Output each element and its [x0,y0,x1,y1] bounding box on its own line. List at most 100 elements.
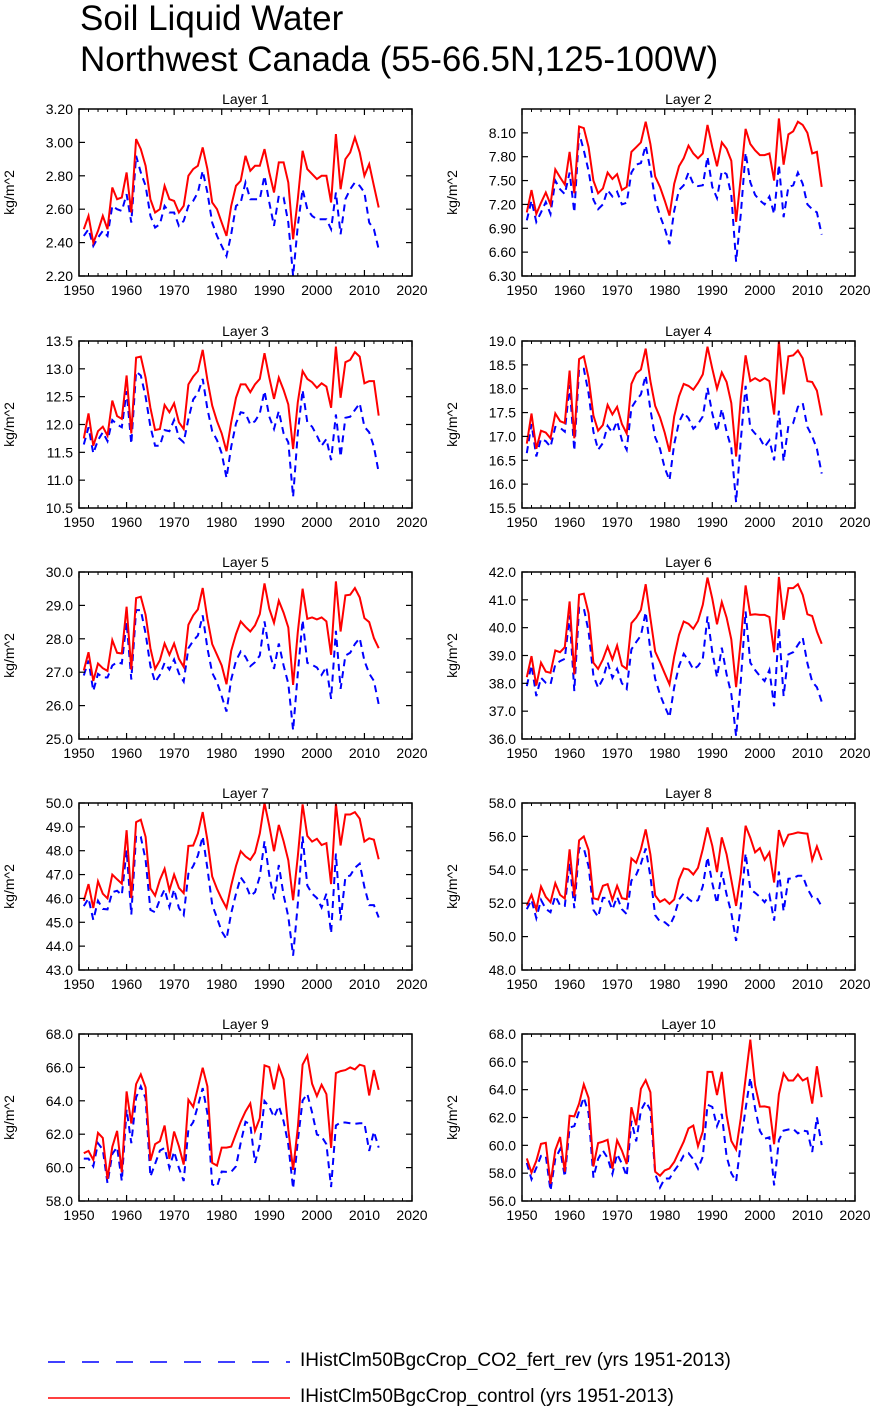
x-tick-label: 2020 [396,976,427,992]
x-tick-label: 2010 [792,282,823,298]
y-tick-label: 28.0 [46,631,73,647]
panel-title: Layer 1 [222,91,269,107]
series-line-co2 [525,132,823,262]
chart-title: Soil Liquid Water [80,0,344,38]
y-tick-label: 6.60 [489,244,516,260]
y-tick-label: 64.0 [489,1082,516,1098]
y-tick-label: 62.0 [489,1110,516,1126]
x-tick-label: 1950 [63,282,94,298]
x-tick-label: 1950 [63,976,94,992]
y-tick-label: 49.0 [46,819,73,835]
y-tick-label: 68.0 [489,1026,516,1042]
x-tick-label: 1970 [602,514,633,530]
y-tick-label: 47.0 [46,867,73,883]
x-tick-label: 1960 [554,745,585,761]
y-tick-label: 26.0 [46,698,73,714]
y-axis-label: kg/m^2 [444,402,460,447]
y-tick-label: 54.0 [489,862,516,878]
y-tick-label: 66.0 [489,1054,516,1070]
x-tick-label: 1990 [254,514,285,530]
y-tick-label: 3.20 [46,101,73,117]
x-tick-label: 1970 [159,745,190,761]
plot-frame [521,802,856,971]
y-tick-label: 58.0 [489,1165,516,1181]
y-tick-label: 48.0 [46,843,73,859]
layer-panel: Layer 5 kg/m^2 1950 1960 1970 1980 1990 2000 201… [1,554,428,761]
layer-panel: Layer 3 kg/m^2 1950 1960 1970 1980 1990 2000 201… [1,323,428,530]
plot-frame [521,108,856,277]
x-tick-label: 2000 [744,1207,775,1223]
x-tick-label: 2000 [301,1207,332,1223]
plot-frame [521,1033,856,1202]
y-tick-label: 56.0 [489,1193,516,1209]
chart-subtitle: Northwest Canada (55-66.5N,125-100W) [80,40,719,79]
x-tick-label: 1980 [649,976,680,992]
panel-title: Layer 5 [222,554,269,570]
x-tick-label: 1960 [111,745,142,761]
layer-panel: Layer 6 kg/m^2 1950 1960 1970 1980 1990 2000 201… [444,554,871,761]
series-line-control [525,576,823,688]
y-tick-label: 2.40 [46,235,73,251]
y-tick-label: 58.0 [489,795,516,811]
y-tick-label: 30.0 [46,564,73,580]
series-line-co2 [525,1077,823,1191]
y-tick-label: 48.0 [489,962,516,978]
x-tick-label: 2020 [396,282,427,298]
x-tick-label: 1990 [697,1207,728,1223]
y-tick-label: 17.5 [489,405,516,421]
x-tick-label: 1990 [697,976,728,992]
y-tick-label: 60.0 [489,1137,516,1153]
x-tick-label: 2010 [792,745,823,761]
x-tick-label: 1950 [506,514,537,530]
x-tick-label: 2010 [349,514,380,530]
x-tick-label: 1980 [649,282,680,298]
plot-frame [78,1033,413,1202]
x-tick-label: 1960 [111,976,142,992]
panel-title: Layer 7 [222,785,269,801]
y-axis-label: kg/m^2 [1,1095,17,1140]
series-line-control [82,346,380,452]
layer-panel: Layer 7 kg/m^2 1950 1960 1970 1980 1990 2000 201… [1,785,428,992]
y-tick-label: 42.0 [489,564,516,580]
y-tick-label: 2.80 [46,168,73,184]
x-tick-label: 2020 [396,745,427,761]
y-axis-label: kg/m^2 [444,170,460,215]
y-tick-label: 7.20 [489,196,516,212]
y-tick-label: 17.0 [489,428,516,444]
series-line-control [525,825,823,914]
series-line-control [525,1039,823,1184]
y-tick-label: 64.0 [46,1093,73,1109]
panel-title: Layer 2 [665,91,712,107]
x-tick-label: 2010 [792,976,823,992]
y-axis-label: kg/m^2 [1,864,17,909]
series-line-co2 [82,369,380,497]
y-tick-label: 37.0 [489,703,516,719]
x-tick-label: 1980 [649,745,680,761]
panel-title: Layer 10 [661,1016,716,1032]
plot-frame [78,802,413,971]
x-tick-label: 2010 [349,745,380,761]
y-tick-label: 36.0 [489,731,516,747]
y-tick-label: 68.0 [46,1026,73,1042]
x-tick-label: 1990 [697,282,728,298]
x-tick-label: 1950 [506,976,537,992]
y-tick-label: 11.5 [47,444,73,460]
x-tick-label: 1950 [506,1207,537,1223]
plot-frame [78,108,413,277]
y-tick-label: 25.0 [46,731,73,747]
x-tick-label: 1980 [206,745,237,761]
series-line-control [525,118,823,223]
y-axis-label: kg/m^2 [1,633,17,678]
y-tick-label: 12.0 [46,417,73,433]
y-tick-label: 29.0 [46,597,73,613]
x-tick-label: 2010 [792,1207,823,1223]
x-tick-label: 2010 [349,282,380,298]
y-tick-label: 16.0 [489,476,516,492]
x-tick-label: 1950 [63,1207,94,1223]
y-tick-label: 44.0 [46,938,73,954]
x-tick-label: 1960 [111,514,142,530]
y-tick-label: 10.5 [46,500,73,516]
series-line-control [525,340,823,457]
y-tick-label: 7.50 [489,173,516,189]
panel-title: Layer 9 [222,1016,269,1032]
